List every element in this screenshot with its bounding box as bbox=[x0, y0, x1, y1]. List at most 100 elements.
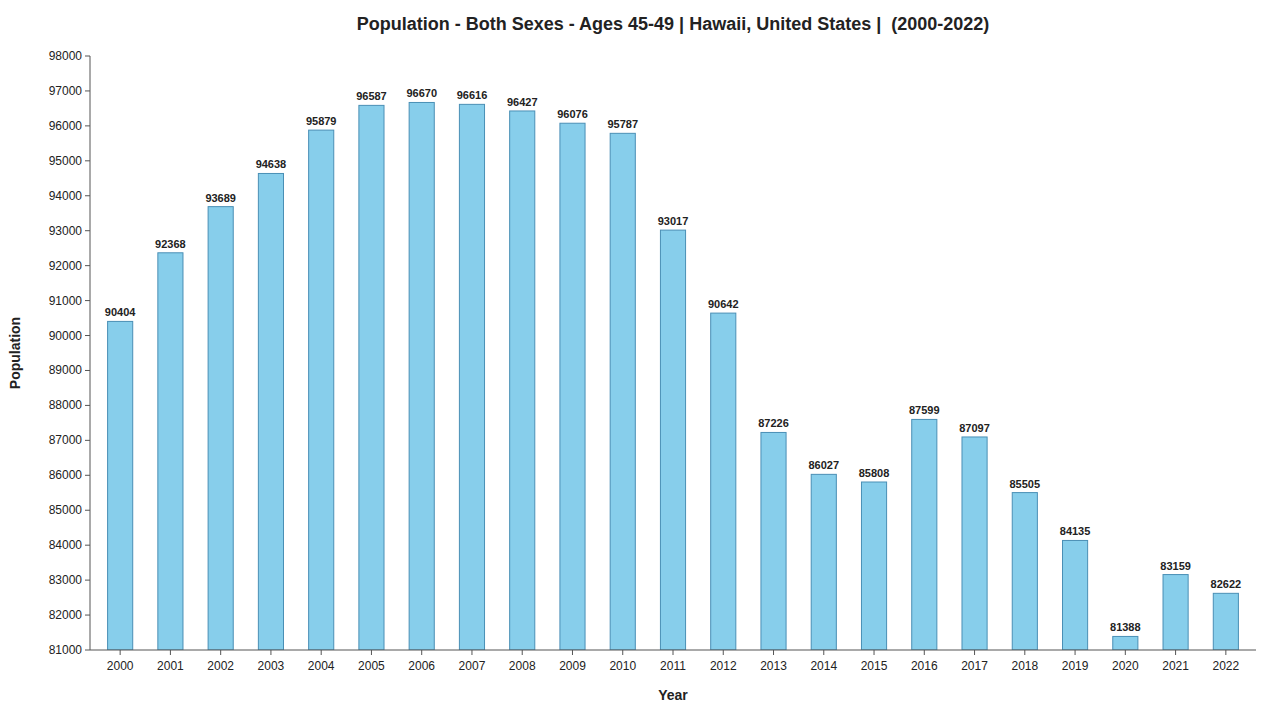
x-tick bbox=[1075, 650, 1076, 655]
x-tick-label: 2002 bbox=[207, 659, 234, 673]
data-label: 83159 bbox=[1160, 560, 1191, 572]
bar bbox=[811, 474, 836, 650]
bar bbox=[1012, 493, 1037, 650]
data-label: 96427 bbox=[507, 96, 538, 108]
x-tick-label: 2001 bbox=[157, 659, 184, 673]
chart-title: Population - Both Sexes - Ages 45-49 | H… bbox=[357, 14, 990, 34]
x-tick bbox=[1024, 650, 1025, 655]
data-label: 96587 bbox=[356, 90, 387, 102]
y-tick-label: 90000 bbox=[49, 329, 83, 343]
y-tick bbox=[85, 440, 90, 441]
bar bbox=[560, 123, 585, 650]
bar bbox=[1063, 540, 1088, 650]
x-tick-label: 2004 bbox=[308, 659, 335, 673]
x-tick-label: 2012 bbox=[710, 659, 737, 673]
data-label: 96616 bbox=[457, 89, 488, 101]
data-label: 95787 bbox=[607, 118, 638, 130]
y-tick bbox=[85, 370, 90, 371]
y-tick-label: 93000 bbox=[49, 224, 83, 238]
y-tick-label: 81000 bbox=[49, 643, 83, 657]
x-tick bbox=[874, 650, 875, 655]
data-label: 95879 bbox=[306, 115, 337, 127]
chart-container: Population - Both Sexes - Ages 45-49 | H… bbox=[0, 0, 1280, 720]
x-tick-label: 2019 bbox=[1062, 659, 1089, 673]
bar bbox=[761, 432, 786, 650]
data-label: 96670 bbox=[406, 87, 437, 99]
x-tick bbox=[1175, 650, 1176, 655]
x-tick bbox=[572, 650, 573, 655]
y-tick-label: 84000 bbox=[49, 538, 83, 552]
x-tick-label: 2021 bbox=[1162, 659, 1189, 673]
data-label: 87226 bbox=[758, 417, 789, 429]
y-axis-line bbox=[90, 56, 91, 650]
bar bbox=[158, 253, 183, 650]
bar bbox=[962, 437, 987, 650]
data-label: 93689 bbox=[205, 192, 236, 204]
bars bbox=[108, 102, 1239, 650]
x-tick bbox=[773, 650, 774, 655]
y-tick bbox=[85, 90, 90, 91]
bar bbox=[459, 104, 484, 650]
data-label: 87599 bbox=[909, 404, 940, 416]
x-tick bbox=[974, 650, 975, 655]
data-label: 81388 bbox=[1110, 621, 1141, 633]
y-tick bbox=[85, 580, 90, 581]
chart-svg: Population - Both Sexes - Ages 45-49 | H… bbox=[0, 0, 1280, 720]
y-tick bbox=[85, 265, 90, 266]
y-tick-label: 89000 bbox=[49, 363, 83, 377]
data-label: 85808 bbox=[859, 467, 890, 479]
x-tick-label: 2016 bbox=[911, 659, 938, 673]
x-tick-label: 2018 bbox=[1011, 659, 1038, 673]
y-tick bbox=[85, 335, 90, 336]
x-tick bbox=[471, 650, 472, 655]
x-tick bbox=[421, 650, 422, 655]
bar bbox=[409, 102, 434, 650]
y-tick-label: 95000 bbox=[49, 154, 83, 168]
x-tick-label: 2008 bbox=[509, 659, 536, 673]
x-tick-label: 2009 bbox=[559, 659, 586, 673]
bar bbox=[108, 321, 133, 650]
x-tick-label: 2014 bbox=[810, 659, 837, 673]
x-tick bbox=[220, 650, 221, 655]
y-tick bbox=[85, 650, 90, 651]
x-tick-label: 2006 bbox=[408, 659, 435, 673]
bar bbox=[711, 313, 736, 650]
y-tick bbox=[85, 545, 90, 546]
x-tick bbox=[673, 650, 674, 655]
y-tick-label: 97000 bbox=[49, 84, 83, 98]
y-tick-label: 82000 bbox=[49, 608, 83, 622]
y-tick bbox=[85, 230, 90, 231]
x-tick-label: 2013 bbox=[760, 659, 787, 673]
x-tick bbox=[270, 650, 271, 655]
x-tick bbox=[924, 650, 925, 655]
bar bbox=[1113, 636, 1138, 650]
bar bbox=[359, 105, 384, 650]
y-tick bbox=[85, 160, 90, 161]
x-tick bbox=[723, 650, 724, 655]
data-label: 96076 bbox=[557, 108, 588, 120]
bar bbox=[912, 419, 937, 650]
y-tick-label: 98000 bbox=[49, 49, 83, 63]
x-tick bbox=[120, 650, 121, 655]
y-tick bbox=[85, 125, 90, 126]
y-axis-label: Population bbox=[7, 317, 23, 389]
axes: 8100082000830008400085000860008700088000… bbox=[49, 49, 1256, 673]
y-tick bbox=[85, 405, 90, 406]
bar bbox=[610, 133, 635, 650]
bar bbox=[1213, 593, 1238, 650]
y-tick-label: 87000 bbox=[49, 433, 83, 447]
y-tick-label: 83000 bbox=[49, 573, 83, 587]
x-tick bbox=[522, 650, 523, 655]
x-tick-label: 2005 bbox=[358, 659, 385, 673]
y-tick bbox=[85, 56, 90, 57]
bar bbox=[861, 482, 886, 650]
data-label: 92368 bbox=[155, 238, 186, 250]
x-tick bbox=[823, 650, 824, 655]
x-tick-label: 2022 bbox=[1212, 659, 1239, 673]
x-tick bbox=[371, 650, 372, 655]
data-label: 86027 bbox=[808, 459, 839, 471]
y-tick-label: 94000 bbox=[49, 189, 83, 203]
data-label: 90404 bbox=[105, 306, 136, 318]
x-tick bbox=[622, 650, 623, 655]
data-label: 93017 bbox=[658, 215, 689, 227]
